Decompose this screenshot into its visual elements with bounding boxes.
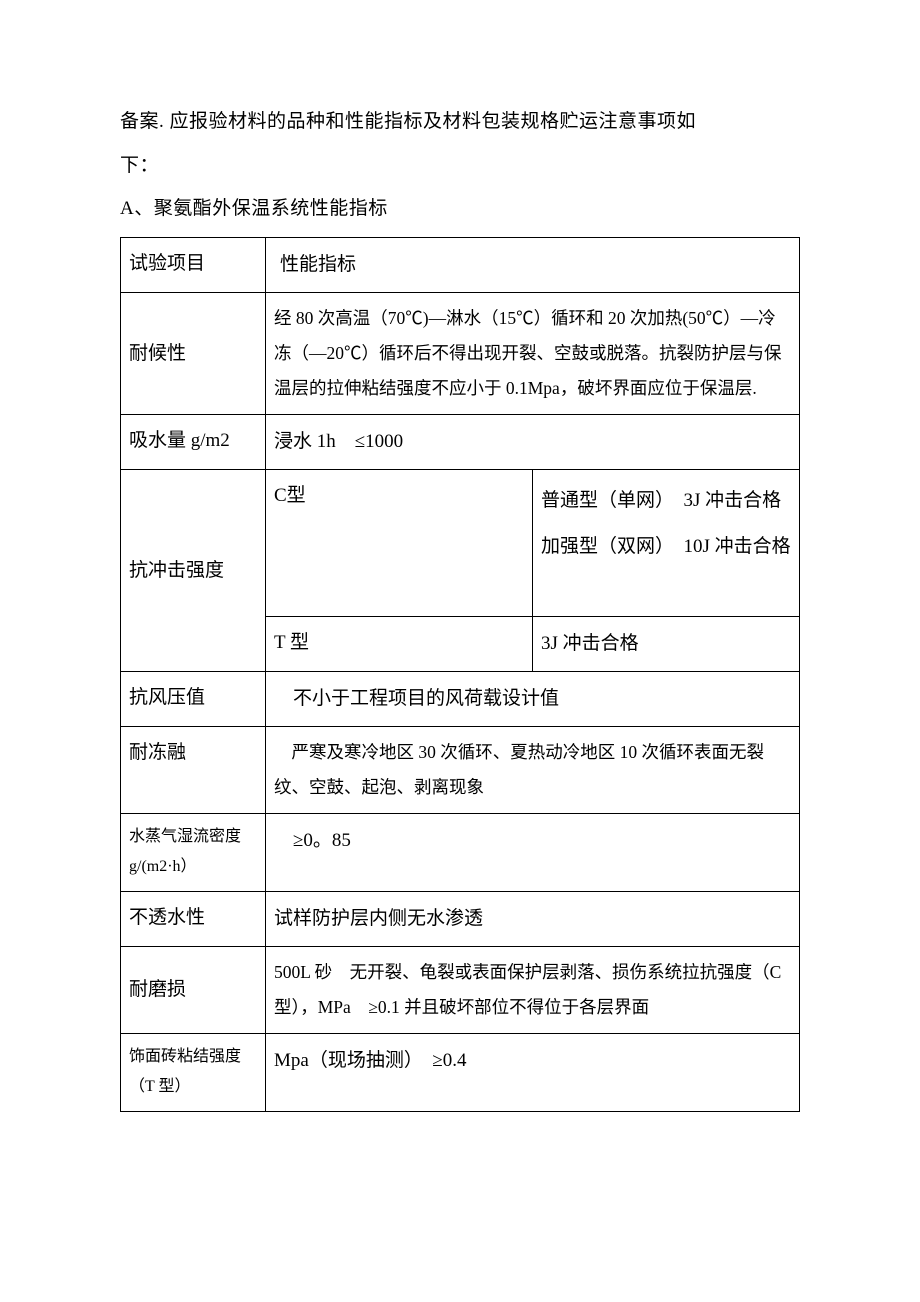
row-value: 浸水 1h ≤1000 bbox=[266, 415, 800, 470]
table-row: 抗风压值 不小于工程项目的风荷载设计值 bbox=[121, 672, 800, 727]
row-value: 500L 砂 无开裂、龟裂或表面保护层剥落、损伤系统拉抗强度（C 型），MPa … bbox=[266, 946, 800, 1033]
row-value: 3J 冲击合格 bbox=[533, 617, 800, 672]
table-row: 耐候性 经 80 次高温（70℃)—淋水（15℃）循环和 20 次加热(50℃）… bbox=[121, 293, 800, 415]
header-col1: 试验项目 bbox=[121, 238, 266, 293]
table-row: 水蒸气湿流密度g/(m2·h） ≥0。85 bbox=[121, 814, 800, 892]
row-label: 耐磨损 bbox=[121, 946, 266, 1033]
table-row: 耐冻融 严寒及寒冷地区 30 次循环、夏热动冷地区 10 次循环表面无裂纹、空鼓… bbox=[121, 727, 800, 814]
row-value: 试样防护层内侧无水渗透 bbox=[266, 891, 800, 946]
row-label: 抗冲击强度 bbox=[121, 470, 266, 672]
row-value: 普通型（单网） 3J 冲击合格 加强型（双网） 10J 冲击合格 bbox=[533, 470, 800, 617]
row-value: 经 80 次高温（70℃)—淋水（15℃）循环和 20 次加热(50℃）—冷冻（… bbox=[266, 293, 800, 415]
row-sublabel: T 型 bbox=[266, 617, 533, 672]
row-label: 不透水性 bbox=[121, 891, 266, 946]
table-row: 吸水量 g/m2 浸水 1h ≤1000 bbox=[121, 415, 800, 470]
section-heading: A、聚氨酯外保温系统性能指标 bbox=[120, 187, 800, 231]
row-value: 不小于工程项目的风荷载设计值 bbox=[266, 672, 800, 727]
document-page: 备案. 应报验材料的品种和性能指标及材料包装规格贮运注意事项如 下： A、聚氨酯… bbox=[0, 0, 920, 1302]
row-label: 耐冻融 bbox=[121, 727, 266, 814]
row-value: Mpa（现场抽测） ≥0.4 bbox=[266, 1033, 800, 1111]
row-value: 严寒及寒冷地区 30 次循环、夏热动冷地区 10 次循环表面无裂纹、空鼓、起泡、… bbox=[266, 727, 800, 814]
table-row: 试验项目 性能指标 bbox=[121, 238, 800, 293]
row-sublabel: C型 bbox=[266, 470, 533, 617]
row-label: 抗风压值 bbox=[121, 672, 266, 727]
row-label: 吸水量 g/m2 bbox=[121, 415, 266, 470]
row-label: 饰面砖粘结强度（T 型） bbox=[121, 1033, 266, 1111]
table-row: 抗冲击强度 C型 普通型（单网） 3J 冲击合格 加强型（双网） 10J 冲击合… bbox=[121, 470, 800, 617]
row-value: ≥0。85 bbox=[266, 814, 800, 892]
table-row: 耐磨损 500L 砂 无开裂、龟裂或表面保护层剥落、损伤系统拉抗强度（C 型），… bbox=[121, 946, 800, 1033]
intro-line-2: 下： bbox=[120, 144, 800, 188]
spec-table: 试验项目 性能指标 耐候性 经 80 次高温（70℃)—淋水（15℃）循环和 2… bbox=[120, 237, 800, 1112]
table-row: 不透水性 试样防护层内侧无水渗透 bbox=[121, 891, 800, 946]
row-label: 水蒸气湿流密度g/(m2·h） bbox=[121, 814, 266, 892]
row-label: 耐候性 bbox=[121, 293, 266, 415]
intro-line-1: 备案. 应报验材料的品种和性能指标及材料包装规格贮运注意事项如 bbox=[120, 100, 800, 144]
table-row: 饰面砖粘结强度（T 型） Mpa（现场抽测） ≥0.4 bbox=[121, 1033, 800, 1111]
header-col2: 性能指标 bbox=[266, 238, 800, 293]
